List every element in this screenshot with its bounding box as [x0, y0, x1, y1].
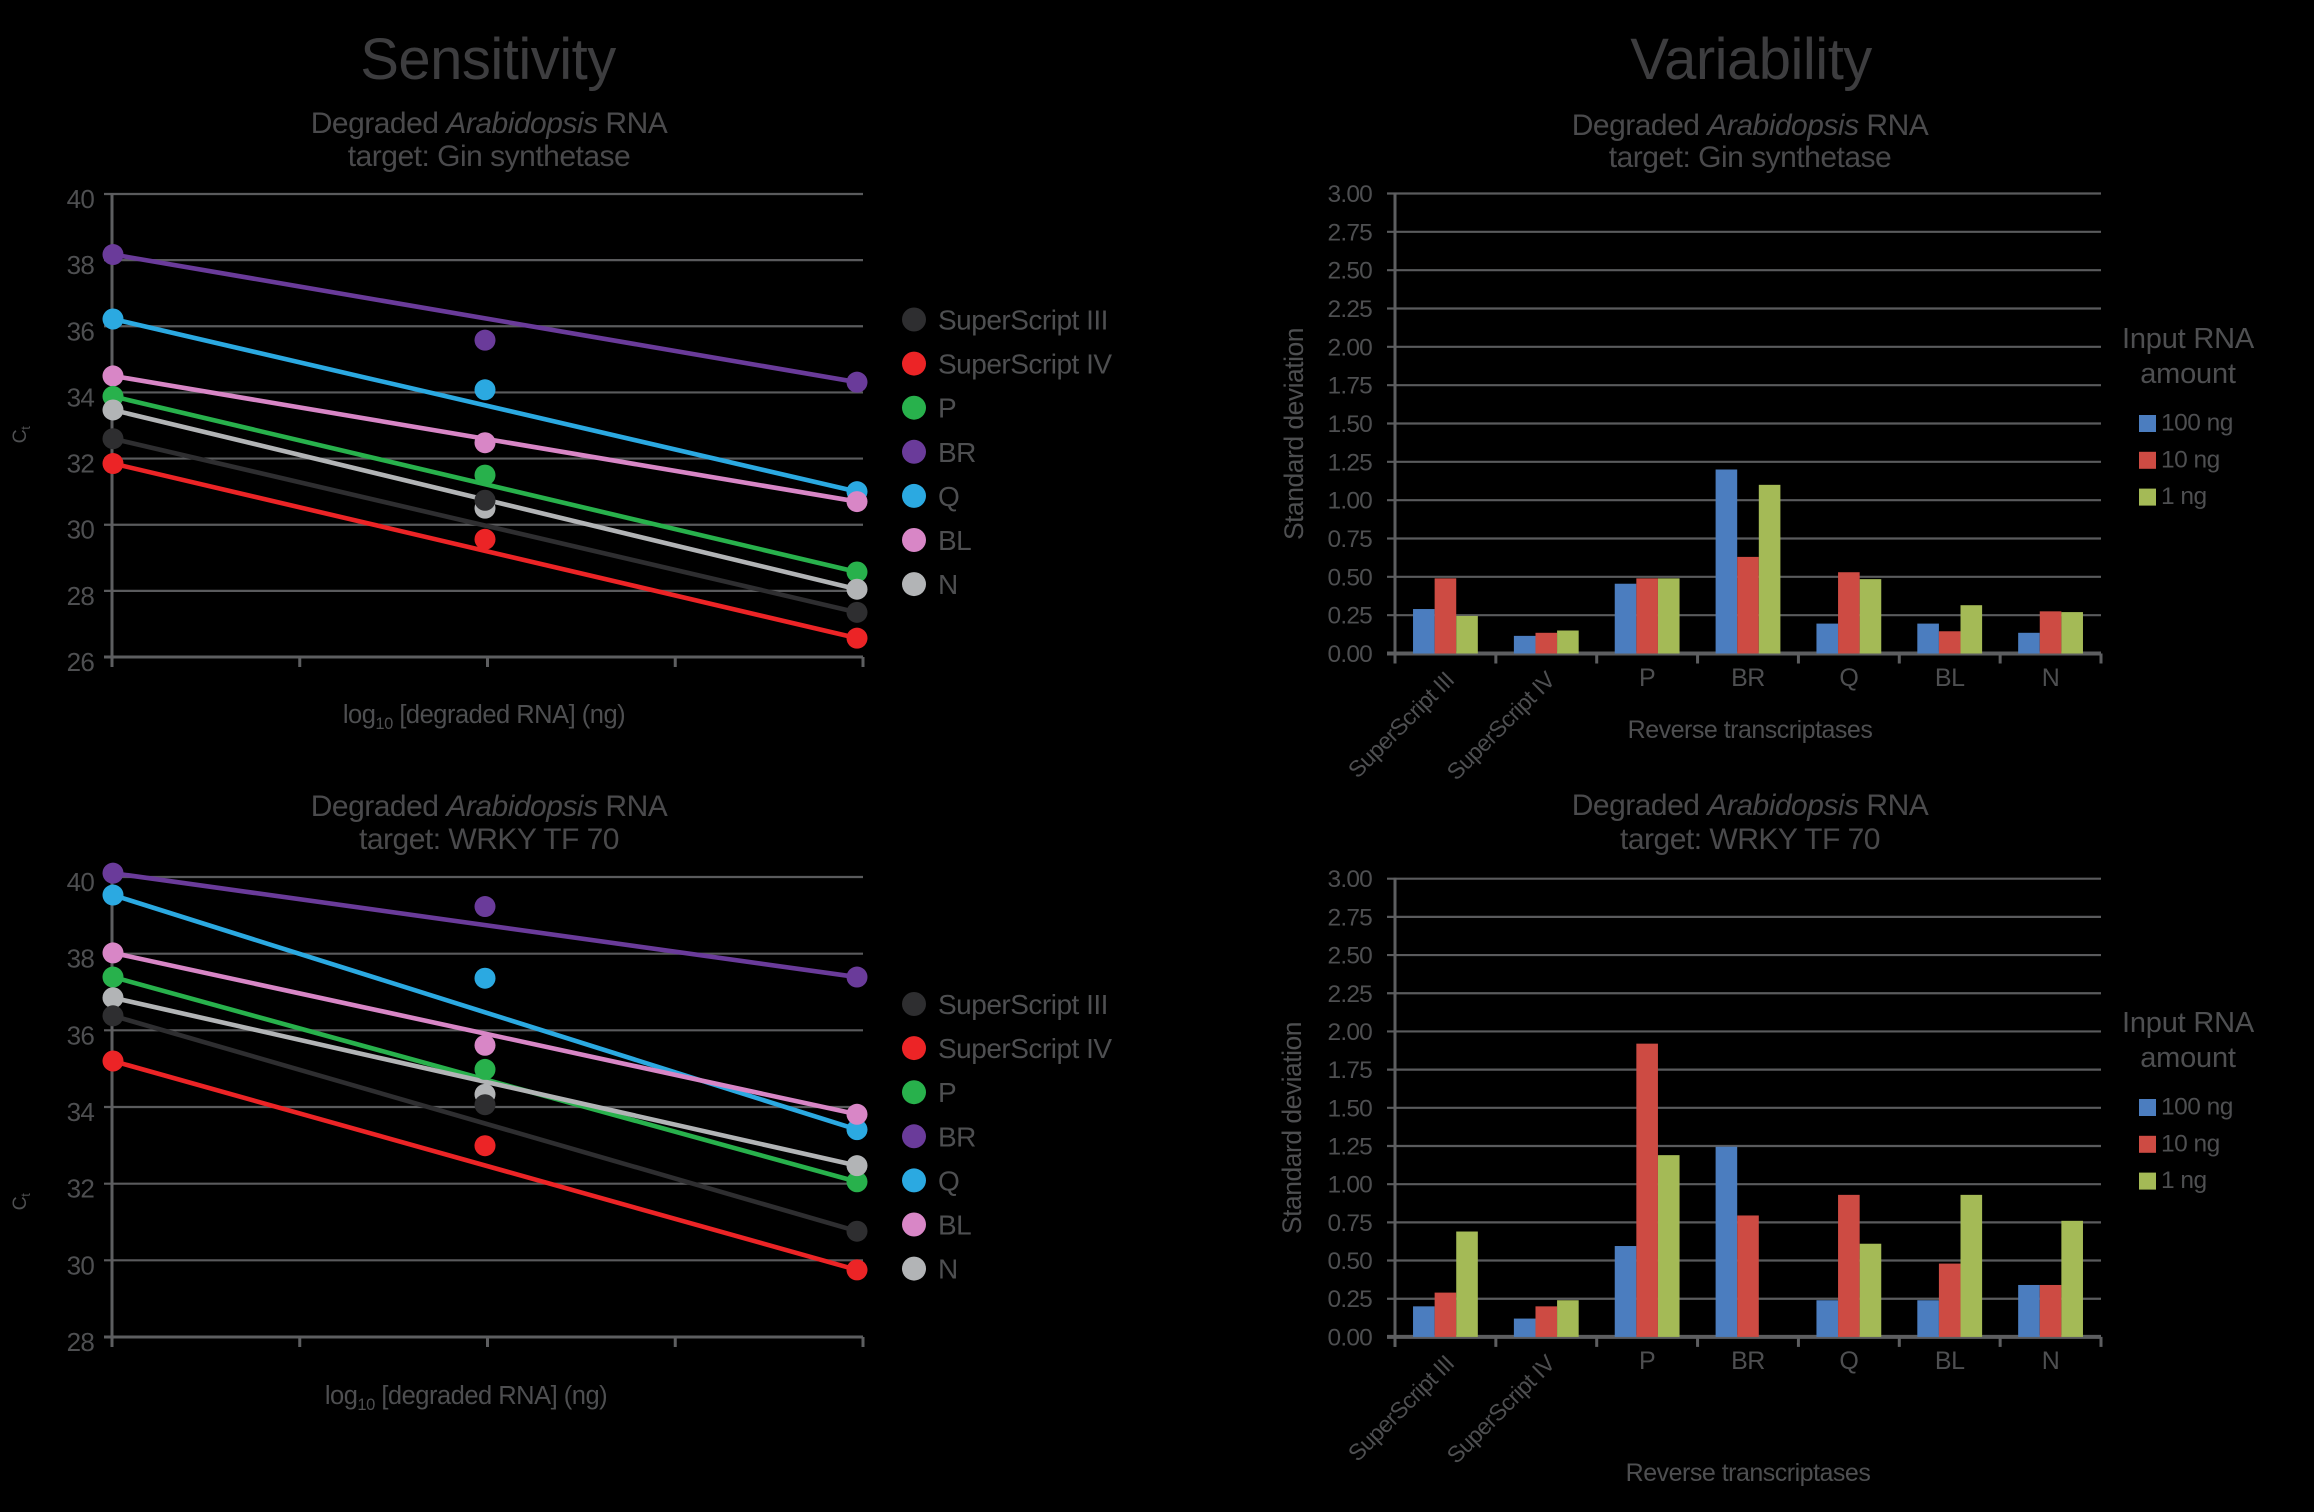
- svg-text:N: N: [2042, 1347, 2060, 1375]
- svg-text:Q: Q: [1839, 1347, 1858, 1375]
- svg-text:P: P: [938, 1077, 956, 1108]
- svg-text:Q: Q: [938, 1165, 959, 1196]
- svg-text:target: WRKY TF 70: target: WRKY TF 70: [1620, 823, 1880, 856]
- svg-text:26: 26: [67, 647, 95, 677]
- svg-text:Sensitivity: Sensitivity: [360, 27, 616, 92]
- svg-text:36: 36: [67, 316, 95, 346]
- svg-text:P: P: [1639, 1347, 1655, 1375]
- svg-text:30: 30: [67, 515, 95, 545]
- svg-text:1.75: 1.75: [1328, 1057, 1373, 1084]
- svg-text:1.00: 1.00: [1328, 1172, 1373, 1199]
- svg-text:N: N: [938, 1254, 958, 1285]
- svg-text:2.00: 2.00: [1328, 334, 1373, 361]
- svg-text:2.25: 2.25: [1328, 296, 1373, 323]
- svg-text:Reverse transcriptases: Reverse transcriptases: [1626, 1459, 1871, 1487]
- svg-text:P: P: [1639, 664, 1655, 692]
- svg-text:BL: BL: [1935, 1347, 1965, 1375]
- svg-text:1.50: 1.50: [1328, 1095, 1373, 1122]
- svg-text:2.75: 2.75: [1328, 904, 1373, 931]
- svg-text:0.00: 0.00: [1328, 641, 1373, 668]
- svg-text:P: P: [938, 393, 956, 424]
- svg-text:N: N: [938, 569, 958, 600]
- svg-text:SuperScript IV: SuperScript IV: [938, 1033, 1112, 1064]
- svg-text:BR: BR: [1731, 664, 1765, 692]
- svg-text:0.00: 0.00: [1328, 1324, 1373, 1351]
- svg-text:2.50: 2.50: [1328, 943, 1373, 970]
- svg-text:log10 [degraded RNA] (ng): log10 [degraded RNA] (ng): [343, 701, 625, 733]
- svg-text:2.50: 2.50: [1328, 258, 1373, 285]
- svg-text:SuperScript III: SuperScript III: [938, 989, 1108, 1020]
- svg-text:0.25: 0.25: [1328, 1286, 1373, 1313]
- svg-text:40: 40: [67, 867, 95, 897]
- svg-text:0.50: 0.50: [1328, 564, 1373, 591]
- svg-text:1.75: 1.75: [1328, 373, 1373, 400]
- svg-text:amount: amount: [2140, 358, 2236, 390]
- svg-text:100 ng: 100 ng: [2161, 410, 2233, 437]
- svg-text:amount: amount: [2140, 1042, 2236, 1074]
- svg-text:Degraded Arabidopsis RNA: Degraded Arabidopsis RNA: [1572, 109, 1929, 142]
- svg-text:Q: Q: [938, 481, 959, 512]
- svg-text:100 ng: 100 ng: [2161, 1094, 2233, 1121]
- svg-text:2.00: 2.00: [1328, 1019, 1373, 1046]
- svg-text:28: 28: [67, 1327, 95, 1357]
- svg-text:1.50: 1.50: [1328, 411, 1373, 438]
- svg-text:1.00: 1.00: [1328, 488, 1373, 515]
- svg-text:target: Gin synthetase: target: Gin synthetase: [348, 140, 631, 173]
- svg-text:1 ng: 1 ng: [2161, 483, 2207, 510]
- svg-text:Reverse transcriptases: Reverse transcriptases: [1628, 716, 1873, 744]
- svg-text:BL: BL: [938, 1210, 971, 1241]
- svg-text:BL: BL: [1935, 664, 1965, 692]
- svg-text:32: 32: [67, 1174, 95, 1204]
- svg-text:Standard deviation: Standard deviation: [1277, 1022, 1307, 1234]
- svg-text:28: 28: [67, 581, 95, 611]
- svg-text:0.25: 0.25: [1328, 603, 1373, 630]
- svg-text:SuperScript IV: SuperScript IV: [938, 349, 1112, 380]
- svg-text:Degraded Arabidopsis RNA: Degraded Arabidopsis RNA: [1572, 789, 1929, 822]
- svg-text:36: 36: [67, 1020, 95, 1050]
- svg-text:2.75: 2.75: [1328, 219, 1373, 246]
- svg-text:target: WRKY TF 70: target: WRKY TF 70: [359, 823, 619, 856]
- svg-text:3.00: 3.00: [1328, 866, 1373, 893]
- svg-text:log10 [degraded RNA] (ng): log10 [degraded RNA] (ng): [325, 1382, 607, 1414]
- svg-text:Input RNA: Input RNA: [2122, 1007, 2255, 1039]
- svg-text:40: 40: [67, 184, 95, 214]
- svg-text:2.25: 2.25: [1328, 981, 1373, 1008]
- svg-text:N: N: [2042, 664, 2060, 692]
- svg-text:Q: Q: [1839, 664, 1858, 692]
- svg-text:32: 32: [67, 449, 95, 479]
- svg-text:Ct: Ct: [9, 1193, 33, 1211]
- svg-text:0.75: 0.75: [1328, 1210, 1373, 1237]
- svg-text:10 ng: 10 ng: [2161, 1130, 2220, 1157]
- svg-text:BR: BR: [938, 1121, 976, 1152]
- svg-text:SuperScript III: SuperScript III: [938, 305, 1108, 336]
- svg-text:Variability: Variability: [1630, 27, 1872, 92]
- svg-text:Ct: Ct: [9, 426, 33, 444]
- svg-text:Input RNA: Input RNA: [2122, 323, 2255, 355]
- svg-text:1.25: 1.25: [1328, 1133, 1373, 1160]
- svg-text:34: 34: [67, 382, 95, 412]
- svg-text:0.75: 0.75: [1328, 526, 1373, 553]
- svg-text:38: 38: [67, 944, 95, 974]
- svg-text:target: Gin synthetase: target: Gin synthetase: [1609, 141, 1892, 174]
- svg-text:BR: BR: [1731, 1347, 1765, 1375]
- svg-text:34: 34: [67, 1097, 95, 1127]
- svg-text:10 ng: 10 ng: [2161, 446, 2220, 473]
- svg-text:Standard deviation: Standard deviation: [1279, 328, 1309, 540]
- svg-text:1 ng: 1 ng: [2161, 1167, 2207, 1194]
- svg-text:1.25: 1.25: [1328, 449, 1373, 476]
- svg-text:38: 38: [67, 250, 95, 280]
- svg-text:Degraded Arabidopsis RNA: Degraded Arabidopsis RNA: [311, 790, 668, 823]
- svg-text:Degraded Arabidopsis RNA: Degraded Arabidopsis RNA: [311, 107, 668, 140]
- svg-text:30: 30: [67, 1250, 95, 1280]
- svg-text:BR: BR: [938, 437, 976, 468]
- svg-text:0.50: 0.50: [1328, 1248, 1373, 1275]
- svg-text:3.00: 3.00: [1328, 181, 1373, 208]
- svg-text:BL: BL: [938, 525, 971, 556]
